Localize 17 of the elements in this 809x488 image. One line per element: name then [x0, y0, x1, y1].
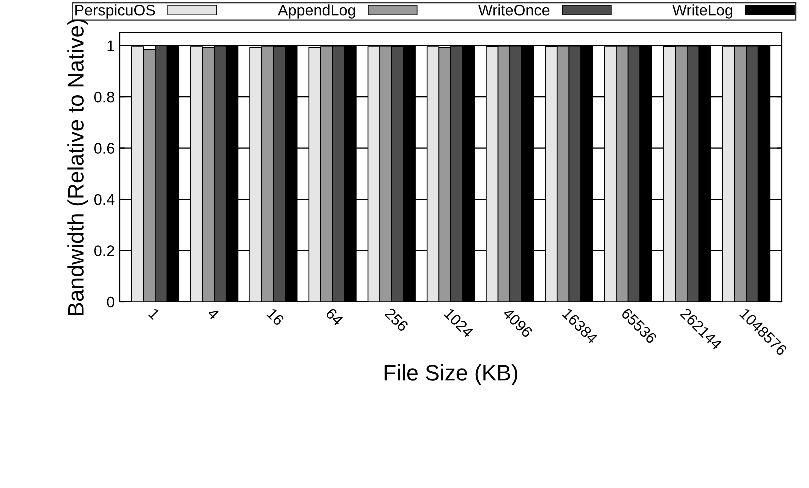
- legend-label: WriteLog: [672, 4, 732, 19]
- legend-label: WriteOnce: [478, 4, 550, 16]
- y-tick-label: 0.4: [94, 194, 115, 206]
- y-tick-label: 0.8: [94, 92, 114, 103]
- y-axis-title: Bandwidth (Relative to Native): [68, 19, 88, 316]
- x-tick-label: 256: [384, 308, 410, 332]
- y-tick-label: 0.6: [94, 143, 114, 154]
- x-tick-label: 1: [148, 308, 161, 320]
- x-tick-label: 4: [206, 308, 220, 320]
- legend-label: PerspicuOS: [76, 4, 156, 19]
- x-tick-label: 64: [325, 308, 344, 326]
- y-tick-label: 0: [107, 296, 115, 308]
- y-tick-label: 1: [108, 40, 114, 52]
- y-tick-label: 0.2: [94, 246, 114, 256]
- x-axis-title: File Size (KB): [384, 364, 518, 386]
- x-tick-label: 16: [266, 308, 285, 326]
- legend-label: AppendLog: [278, 4, 356, 19]
